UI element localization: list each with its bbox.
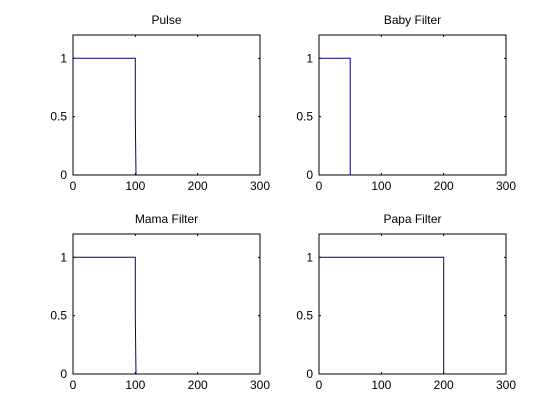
papa-filter-y-tick-label: 0 [306, 367, 313, 381]
pulse-axes-box [72, 34, 261, 176]
baby-filter-x-tick-label: 200 [434, 179, 454, 193]
mama-filter-y-tick-label: 0 [60, 367, 67, 381]
baby-filter-axes-box [318, 34, 507, 176]
mama-filter-x-tick-label: 0 [70, 378, 77, 392]
pulse-title: Pulse [151, 13, 181, 27]
papa-filter-title: Papa Filter [383, 212, 441, 226]
papa-filter-series-line [319, 256, 445, 374]
mama-filter-axes-box [72, 233, 261, 375]
pulse-y-tick-label: 0 [60, 168, 67, 182]
papa-filter-x-tick-label: 0 [316, 378, 323, 392]
papa-filter-y-tick-label: 1 [306, 250, 313, 264]
mama-filter-x-tick-label: 200 [188, 378, 208, 392]
papa-filter-axes-box [318, 233, 507, 375]
mama-filter-y-tick-label: 0.5 [50, 309, 67, 323]
papa-filter-y-tick-label: 0.5 [296, 309, 313, 323]
papa-filter-x-tick-label: 100 [371, 378, 391, 392]
pulse-y-tick-label: 0.5 [50, 110, 67, 124]
mama-filter-y-tick-label: 1 [60, 250, 67, 264]
pulse-series-line [73, 57, 137, 176]
baby-filter-x-tick-label: 100 [371, 179, 391, 193]
pulse-x-tick-label: 200 [188, 179, 208, 193]
papa-filter-x-tick-label: 300 [496, 378, 516, 392]
pulse-x-tick-label: 0 [70, 179, 77, 193]
baby-filter-title: Baby Filter [384, 13, 441, 27]
baby-filter-y-tick-label: 1 [306, 51, 313, 65]
papa-filter-x-tick-label: 200 [434, 378, 454, 392]
pulse-x-tick-label: 300 [250, 179, 270, 193]
baby-filter-series-line [319, 57, 351, 175]
mama-filter-title: Mama Filter [135, 212, 198, 226]
pulse-x-tick-label: 100 [125, 179, 145, 193]
subplot-mama-filter: Mama Filter 0 100 200 300 0 0.5 1 [50, 212, 270, 392]
mama-filter-series-line [73, 256, 137, 375]
mama-filter-x-tick-label: 100 [125, 378, 145, 392]
pulse-y-tick-label: 1 [60, 51, 67, 65]
baby-filter-y-tick-label: 0 [306, 168, 313, 182]
subplot-baby-filter: Baby Filter 0 100 200 300 0 0.5 1 [296, 13, 516, 193]
baby-filter-x-tick-label: 300 [496, 179, 516, 193]
subplot-papa-filter: Papa Filter 0 100 200 300 0 0.5 1 [296, 212, 516, 392]
baby-filter-x-tick-label: 0 [316, 179, 323, 193]
mama-filter-x-tick-label: 300 [250, 378, 270, 392]
baby-filter-y-tick-label: 0.5 [296, 110, 313, 124]
subplot-pulse: Pulse 0 100 200 300 0 0.5 1 [50, 13, 270, 193]
